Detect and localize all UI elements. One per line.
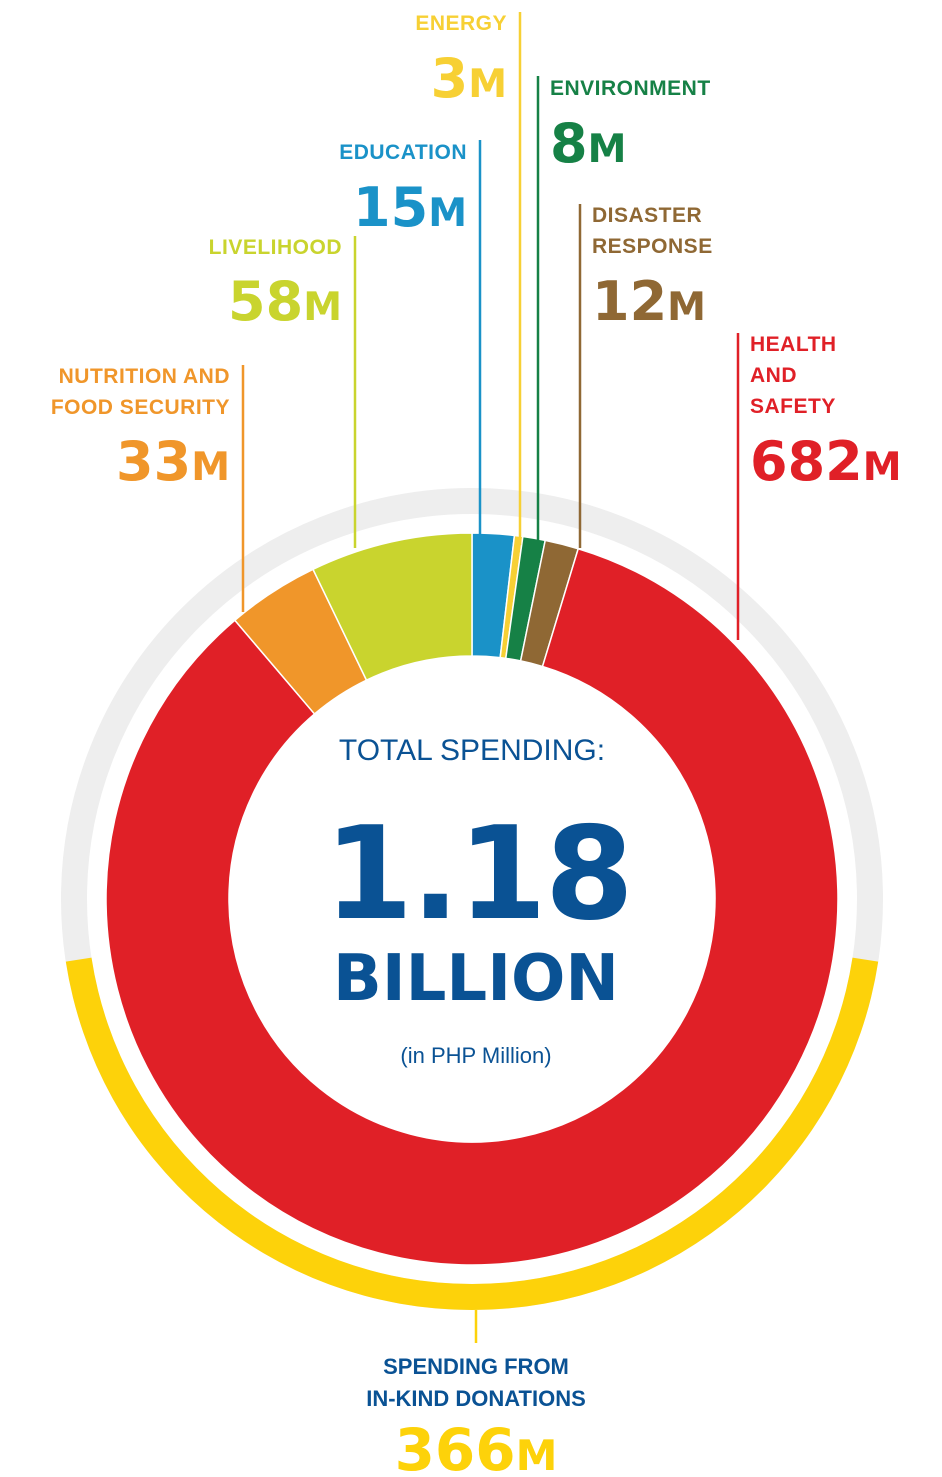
label-education: EDUCATION: [339, 141, 467, 164]
label-nutrition-and-food-security: NUTRITION AND FOOD SECURITY: [51, 365, 230, 419]
label-line: EDUCATION: [339, 141, 467, 164]
label-livelihood: LIVELIHOOD: [209, 236, 342, 259]
value-number: 12: [592, 270, 667, 333]
in-kind-annotation: SPENDING FROM IN-KIND DONATIONS 366M: [366, 1310, 586, 1477]
value-unit: M: [667, 285, 706, 330]
value-unit: M: [428, 191, 467, 236]
value-environment: 8M: [550, 112, 626, 175]
label-line: DISASTER: [592, 204, 702, 227]
label-line: RESPONSE: [592, 235, 713, 258]
label-line: SAFETY: [750, 395, 836, 418]
value-number: 58: [228, 270, 303, 333]
label-health-and-safety: HEALTH AND SAFETY: [750, 333, 837, 418]
value-unit: M: [516, 1431, 558, 1477]
value-energy: 3M: [431, 47, 507, 110]
value-disaster-response: 12M: [592, 270, 706, 333]
value-unit: M: [191, 445, 230, 490]
value-nutrition-and-food-security: 33M: [116, 430, 230, 493]
value-number: 3: [431, 47, 469, 110]
leader-lines: [241, 12, 740, 640]
label-line: ENERGY: [415, 12, 507, 35]
donut-hole: [229, 656, 715, 1142]
value-number: 8: [550, 112, 588, 175]
label-line: FOOD SECURITY: [51, 396, 230, 419]
total-unit: BILLION: [333, 942, 619, 1016]
label-environment: ENVIRONMENT: [550, 77, 711, 100]
value-number: 15: [353, 176, 428, 239]
value-education: 15M: [353, 176, 467, 239]
label-line: SPENDING FROM: [383, 1354, 569, 1379]
value-number: 366: [395, 1416, 516, 1477]
label-in-kind: SPENDING FROM IN-KIND DONATIONS: [366, 1354, 586, 1411]
label-line: LIVELIHOOD: [209, 236, 342, 259]
value-unit: M: [863, 445, 902, 490]
label-line: AND: [750, 364, 797, 387]
value-livelihood: 58M: [228, 270, 342, 333]
total-number: 1.18: [324, 800, 632, 949]
total-note: (in PHP Million): [400, 1043, 551, 1068]
label-line: NUTRITION AND: [59, 365, 230, 388]
value-health-and-safety: 682M: [750, 430, 902, 493]
label-line: ENVIRONMENT: [550, 77, 711, 100]
label-line: IN-KIND DONATIONS: [366, 1386, 586, 1411]
value-unit: M: [303, 285, 342, 330]
value-number: 682: [750, 430, 863, 493]
label-line: HEALTH: [750, 333, 837, 356]
in-kind-ring: [61, 488, 883, 1310]
value-unit: M: [468, 62, 507, 107]
donut-slices: [105, 532, 839, 1266]
value-in-kind: 366M: [395, 1416, 558, 1477]
value-number: 33: [116, 430, 191, 493]
label-disaster-response: DISASTER RESPONSE: [592, 204, 713, 258]
label-energy: ENERGY: [415, 12, 507, 35]
value-unit: M: [588, 127, 627, 172]
total-caption: TOTAL SPENDING:: [339, 734, 605, 767]
